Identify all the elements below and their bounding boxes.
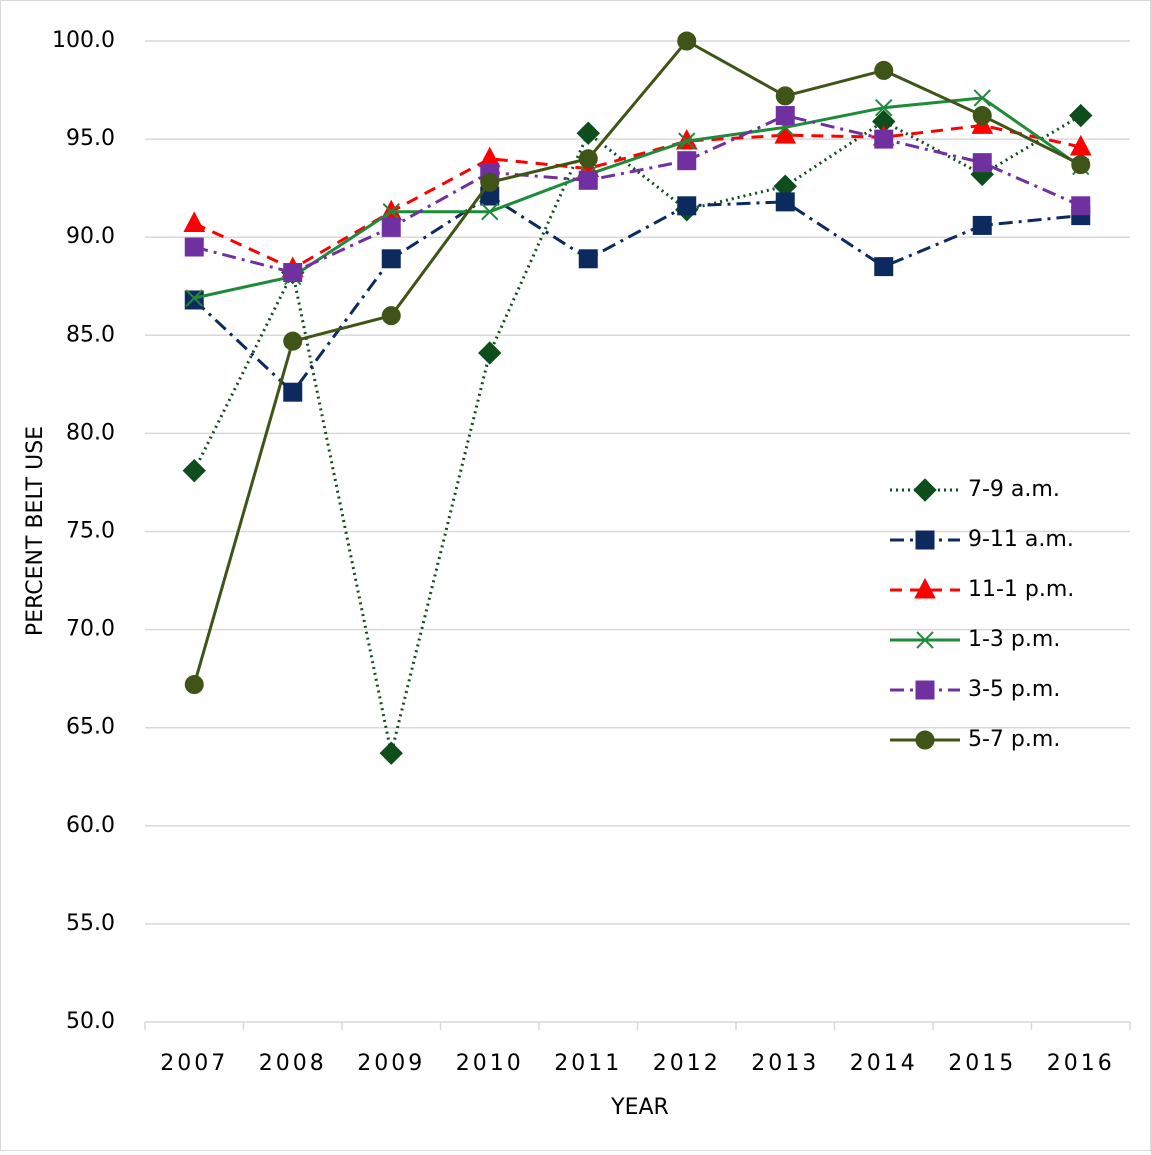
data-point: [381, 306, 401, 326]
data-point: [1069, 103, 1093, 128]
data-point: [972, 106, 992, 126]
data-point: [874, 60, 894, 80]
x-tick-label: 2015: [948, 1051, 1016, 1076]
series-line: [193, 123, 1082, 271]
y-tick-label: 100.0: [52, 28, 115, 53]
data-point: [775, 86, 795, 106]
y-axis-title: PERCENT BELT USE: [23, 426, 48, 636]
y-tick-label: 55.0: [66, 911, 115, 936]
data-point: [875, 99, 893, 117]
data-point: [283, 382, 303, 402]
data-point: [578, 249, 598, 269]
legend-label: 11-1 p.m.: [968, 577, 1074, 602]
data-point: [775, 106, 795, 126]
x-axis-title: YEAR: [610, 1095, 669, 1120]
legend-label: 9-11 a.m.: [968, 527, 1074, 552]
data-point: [1071, 196, 1091, 216]
y-tick-label: 95.0: [66, 126, 115, 151]
series-line: [193, 96, 1082, 300]
data-point: [677, 196, 697, 216]
series-line: [192, 39, 1082, 685]
data-point: [182, 458, 206, 483]
legend-label: 5-7 p.m.: [968, 727, 1060, 752]
data-point: [283, 331, 303, 351]
y-tick-label: 75.0: [66, 519, 115, 544]
data-point: [578, 170, 598, 190]
legend-marker: [915, 680, 935, 700]
y-tick-label: 85.0: [66, 322, 115, 347]
data-point: [576, 121, 600, 145]
series-line: [192, 114, 1082, 754]
x-tick-label: 2008: [259, 1051, 327, 1076]
legend-marker: [916, 631, 934, 649]
data-point: [578, 149, 598, 169]
y-tick-label: 80.0: [66, 420, 115, 445]
x-tick-label: 2007: [160, 1051, 228, 1076]
x-tick-label: 2010: [456, 1051, 524, 1076]
data-point: [677, 151, 697, 171]
data-point: [184, 290, 204, 310]
data-point: [379, 741, 403, 765]
data-point: [481, 202, 499, 221]
data-point: [874, 257, 894, 277]
data-point: [874, 129, 894, 149]
legend-marker: [913, 478, 937, 502]
x-tick-label: 2011: [554, 1051, 622, 1076]
data-point: [381, 249, 401, 269]
data-point: [972, 153, 992, 173]
data-point: [1069, 134, 1092, 156]
x-tick-label: 2016: [1047, 1051, 1115, 1076]
data-point: [184, 237, 204, 257]
legend-marker: [915, 530, 935, 550]
data-point: [283, 263, 303, 283]
data-point: [972, 215, 992, 235]
y-tick-label: 70.0: [66, 617, 115, 642]
legend-label: 7-9 a.m.: [968, 477, 1060, 502]
y-tick-label: 60.0: [66, 813, 115, 838]
data-point: [480, 172, 500, 192]
x-tick-label: 2012: [653, 1051, 721, 1076]
y-tick-label: 65.0: [66, 715, 115, 740]
data-point: [677, 31, 697, 51]
data-point: [185, 289, 203, 307]
data-point: [678, 132, 696, 150]
legend-label: 1-3 p.m.: [968, 627, 1060, 652]
legend-label: 3-5 p.m.: [968, 677, 1060, 702]
series-line: [193, 194, 1081, 395]
legend-marker: [914, 577, 936, 599]
data-point: [973, 89, 991, 107]
data-point: [382, 202, 400, 221]
data-point: [381, 217, 401, 237]
y-tick-label: 50.0: [66, 1009, 115, 1034]
x-tick-label: 2013: [751, 1051, 819, 1076]
x-tick-label: 2014: [850, 1051, 918, 1076]
data-point: [478, 341, 502, 365]
x-tick-label: 2009: [357, 1051, 425, 1076]
data-point: [1071, 155, 1091, 175]
data-point: [775, 192, 795, 212]
y-tick-label: 90.0: [66, 224, 115, 249]
data-point: [183, 211, 206, 232]
data-point: [184, 675, 204, 695]
legend-marker: [915, 730, 935, 750]
series-line: [193, 113, 1082, 275]
